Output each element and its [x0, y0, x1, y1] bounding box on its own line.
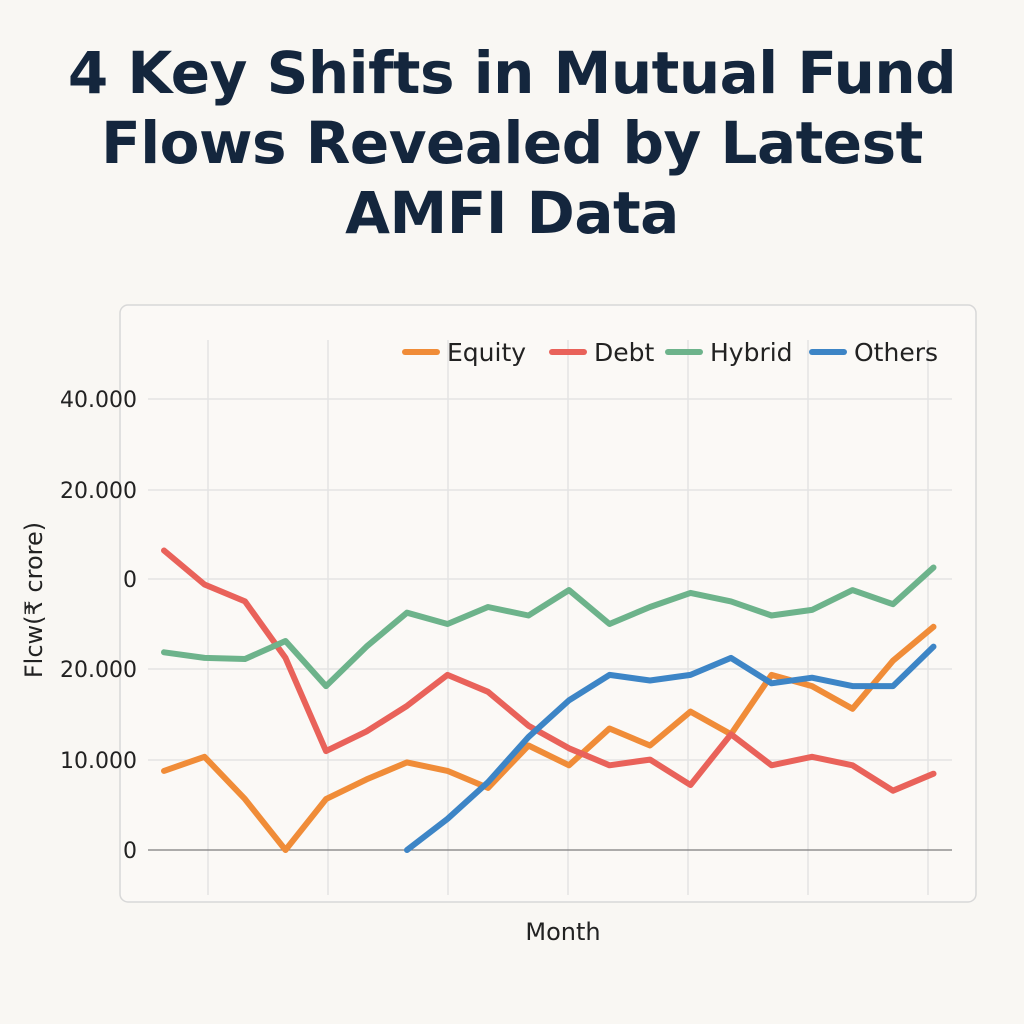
- legend-label-hybrid: Hybrid: [710, 338, 793, 367]
- y-axis-label: Flcw(₹ crore): [20, 522, 48, 678]
- series-lines: [161, 547, 937, 853]
- y-tick-label: 0: [123, 839, 137, 864]
- series-line-equity: [161, 623, 937, 853]
- y-tick-label: 10.000: [60, 749, 137, 774]
- y-axis-ticks: 40.000 20.000 0 20.000 10.000 0: [60, 388, 137, 864]
- chart-title-line-1: 4 Key Shifts in Mutual Fund: [67, 39, 957, 107]
- y-tick-label: 20.000: [60, 658, 137, 683]
- chart-title: 4 Key Shifts in Mutual Fund Flows Reveal…: [40, 38, 984, 248]
- series-line-others: [404, 643, 937, 853]
- y-tick-label: 0: [123, 568, 137, 593]
- chart-grid: [148, 340, 952, 895]
- y-tick-label: 20.000: [60, 479, 137, 504]
- chart-title-line-2: Flows Revealed by Latest: [101, 109, 923, 177]
- legend-label-others: Others: [854, 338, 938, 367]
- legend-label-debt: Debt: [594, 338, 655, 367]
- legend-label-equity: Equity: [447, 338, 526, 367]
- series-line-debt: [161, 547, 937, 794]
- chart-title-line-3: AMFI Data: [345, 179, 679, 247]
- y-tick-label: 40.000: [60, 388, 137, 413]
- series-line-hybrid: [161, 564, 937, 690]
- x-axis-label: Month: [525, 918, 600, 946]
- legend: Equity Debt Hybrid Others: [402, 338, 938, 367]
